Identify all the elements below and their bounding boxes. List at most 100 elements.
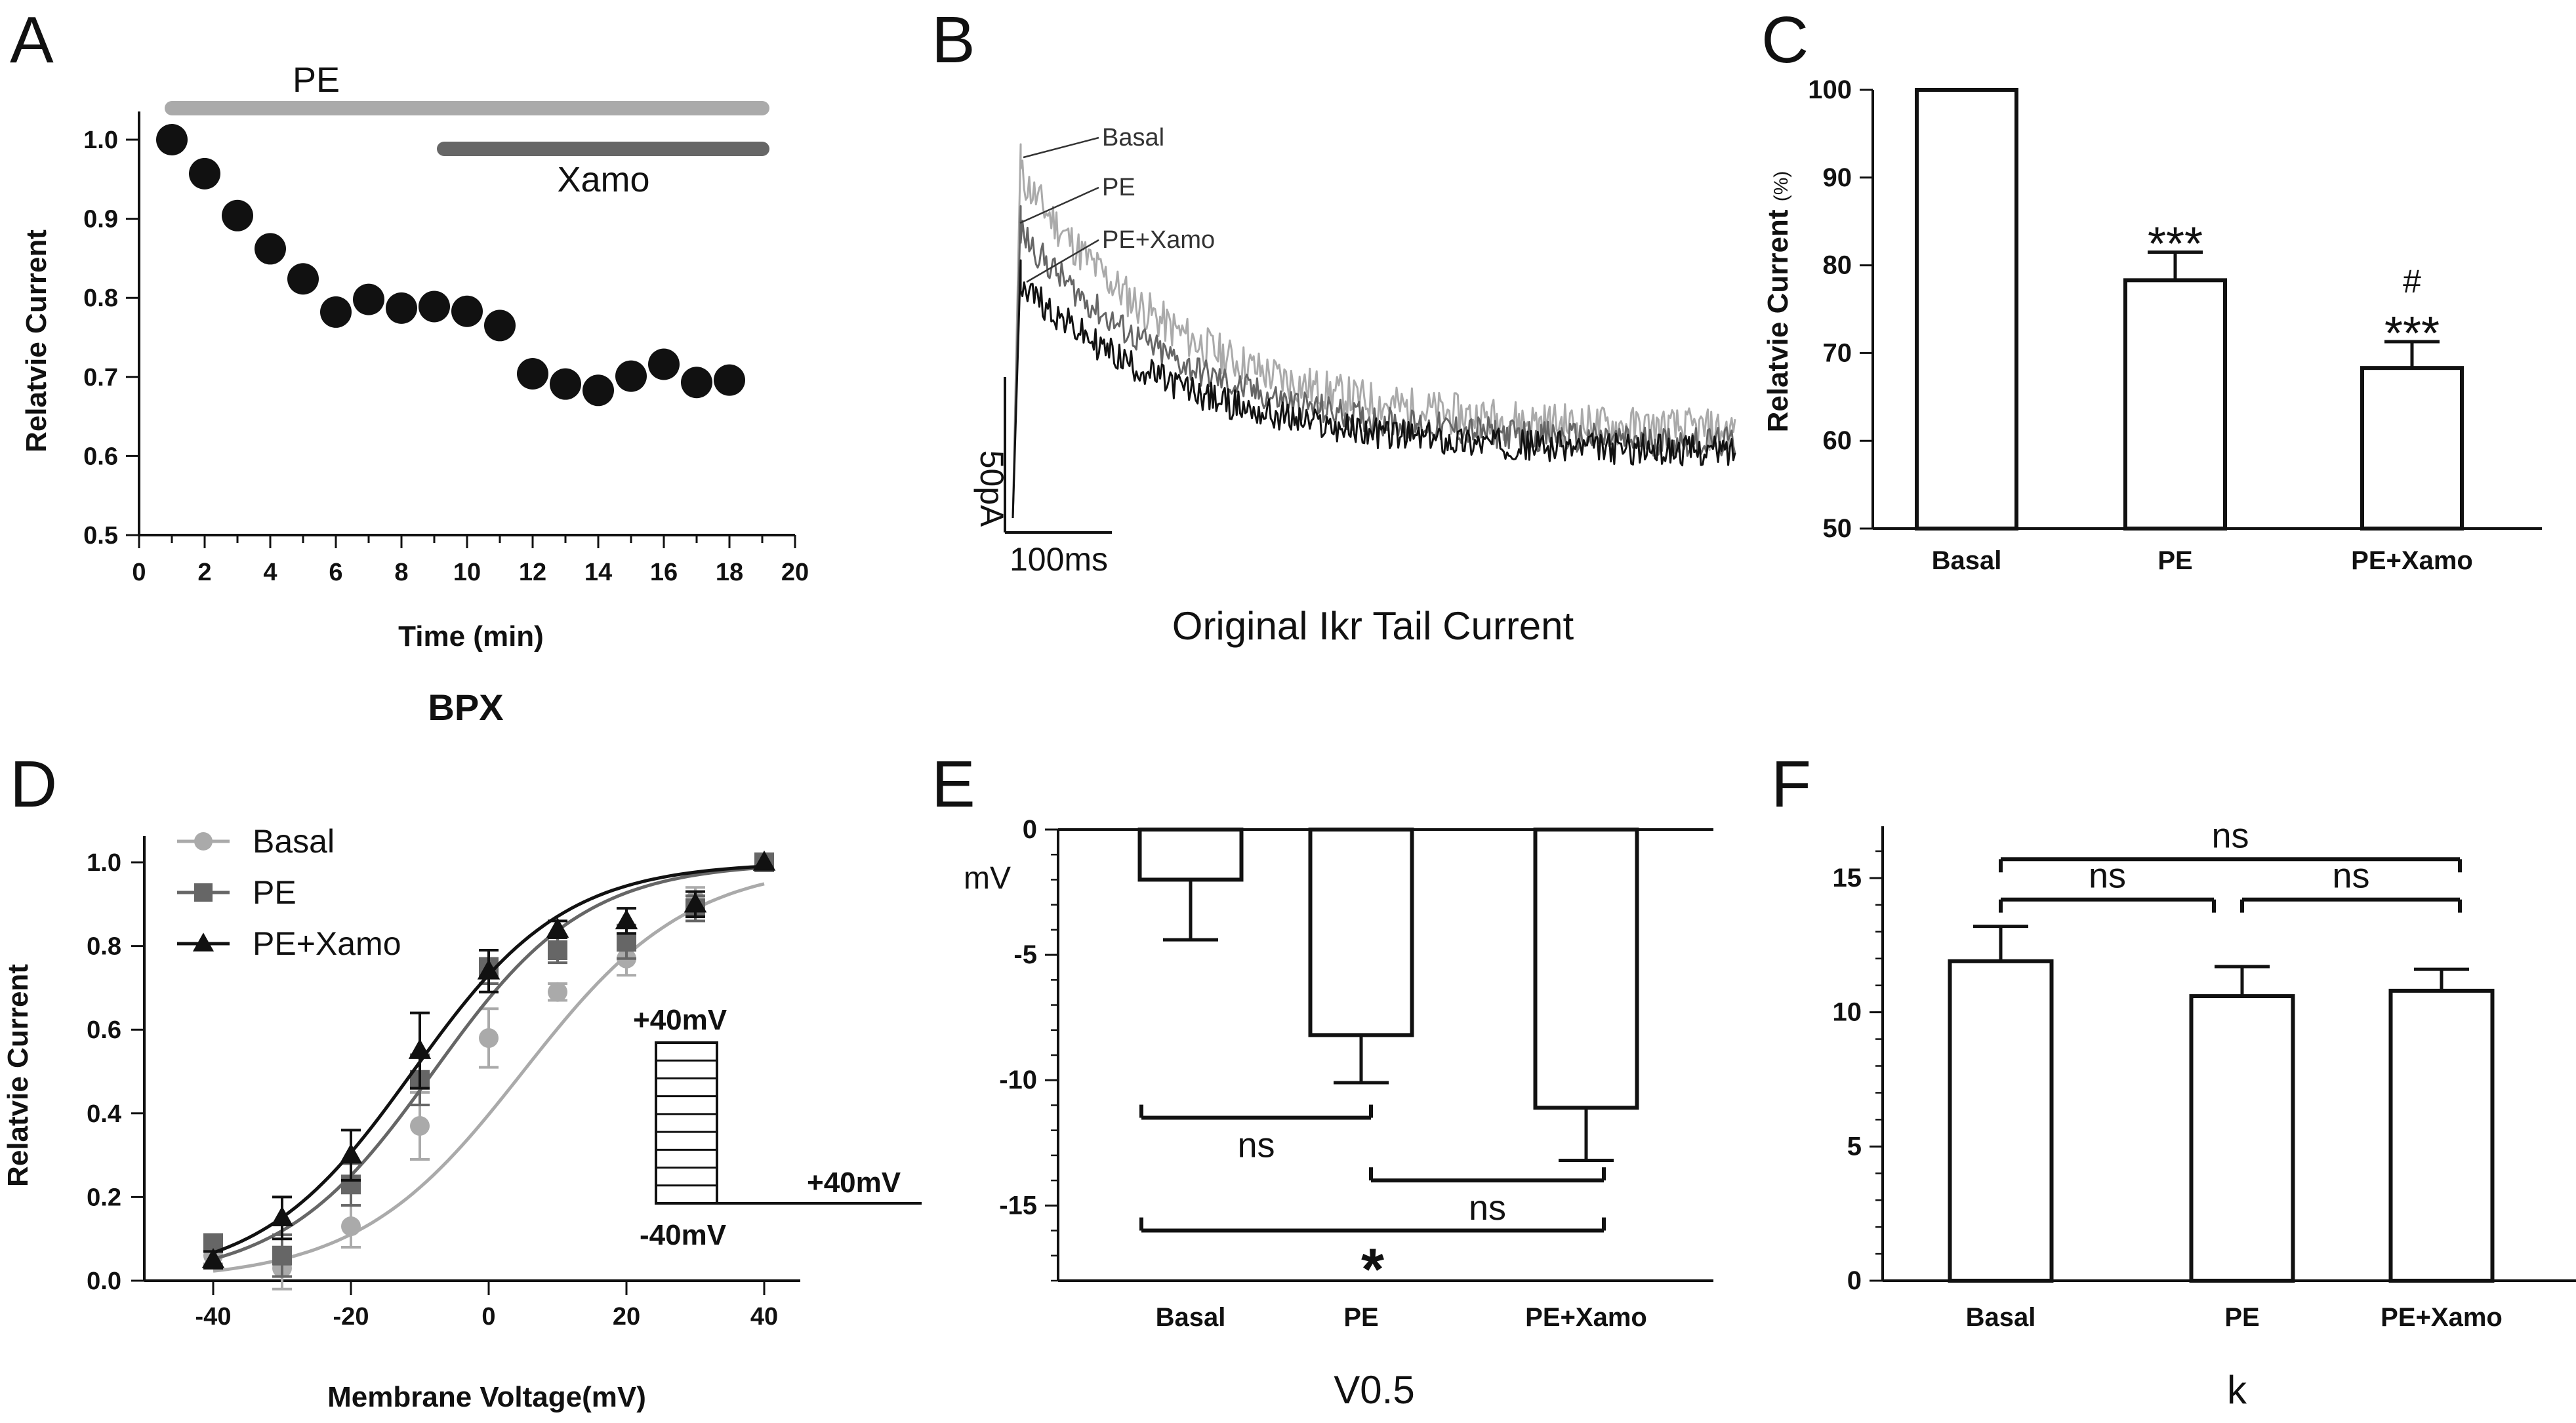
panel-d-y-tick-label: 1.0 bbox=[87, 849, 121, 877]
panel-a-x-tick-label: 16 bbox=[650, 559, 678, 586]
panel-d-y-tick-label: 0.0 bbox=[87, 1268, 121, 1295]
panel-c-y-tick-label: 80 bbox=[1823, 251, 1852, 280]
panel-f-significance-label: ns bbox=[2089, 856, 2126, 896]
panel-d-legend-marker bbox=[192, 932, 215, 952]
panel-a-data-point bbox=[386, 292, 417, 324]
panel-a-y-tick-label: 0.6 bbox=[83, 443, 118, 470]
panel-d-y-tick-label: 0.4 bbox=[87, 1100, 121, 1128]
panel-a-data-point bbox=[156, 124, 188, 155]
panel-a-ylabel: Relatvie Current bbox=[20, 230, 52, 452]
panel-d-protocol-bottom-label: -40mV bbox=[640, 1219, 727, 1251]
panel-b-leader-line bbox=[1026, 239, 1099, 283]
panel-f-label: F bbox=[1771, 748, 1811, 821]
panel-f-significance-label: ns bbox=[2211, 816, 2249, 855]
panel-a-x-tick-label: 14 bbox=[584, 559, 612, 586]
panel-a-data-point bbox=[615, 360, 647, 392]
scale-bar-current-label: 50pA bbox=[973, 451, 1010, 527]
panel-a-y-tick-label: 1.0 bbox=[83, 127, 118, 154]
panel-a-y-tick-label: 0.7 bbox=[83, 364, 118, 391]
panel-d-data-point bbox=[684, 892, 707, 913]
panel-c-bar-pe-xamo bbox=[2360, 366, 2464, 531]
panel-c-bar-pe bbox=[2123, 278, 2227, 531]
panel-d-legend-marker bbox=[194, 883, 213, 902]
panel-d-data-point bbox=[410, 1115, 430, 1136]
panel-d-data-point bbox=[201, 1248, 225, 1268]
panel-e-bar-pe-xamo bbox=[1533, 828, 1639, 1110]
panel-e-significance-label: ns bbox=[1237, 1126, 1275, 1165]
panel-a-x-tick-label: 8 bbox=[394, 559, 408, 586]
panel-e-label: E bbox=[931, 748, 975, 821]
panel-e-bar-basal bbox=[1137, 828, 1244, 882]
panel-d-ylabel: Relatvie Current bbox=[2, 964, 34, 1187]
panel-f-category-label: PE bbox=[2224, 1303, 2259, 1332]
panel-c-y-tick-label: 70 bbox=[1823, 338, 1852, 367]
panel-a-treatment-label-pe: PE bbox=[293, 60, 340, 100]
panel-a-x-tick-label: 6 bbox=[329, 559, 342, 586]
panel-f-bar-pe-xamo bbox=[2388, 988, 2495, 1283]
panel-f-bar-pe bbox=[2189, 994, 2295, 1283]
panel-a: A Time (min) Relatvie Current BPX 0 2 4 6 8 1… bbox=[10, 3, 809, 728]
panel-f: F k 0 5 10 15 Basal PE PE+Xamo ns ns ns bbox=[1771, 748, 2576, 1412]
panel-b-leader-line bbox=[1019, 186, 1099, 224]
panel-e-category-label: PE bbox=[1343, 1303, 1378, 1332]
panel-d-x-tick-label: -40 bbox=[195, 1303, 232, 1331]
panel-b-label: B bbox=[931, 3, 975, 77]
panel-c-category-label: Basal bbox=[1932, 546, 2002, 575]
panel-c-category-label: PE bbox=[2157, 546, 2192, 575]
panel-b-trace-pe-xamo bbox=[1012, 259, 1736, 519]
panel-a-x-tick-label: 0 bbox=[132, 559, 146, 586]
panel-c-bar-basal bbox=[1915, 88, 2018, 531]
panel-a-data-point bbox=[714, 364, 745, 396]
panel-f-category-label: Basal bbox=[1966, 1303, 2036, 1332]
panel-a-data-point bbox=[222, 199, 253, 231]
panel-d-protocol-box bbox=[655, 1041, 718, 1205]
panel-b: B Original Ikr Tail Current 50pA 100ms B… bbox=[931, 3, 1736, 648]
panel-b-trace-label: PE bbox=[1102, 174, 1135, 201]
panel-d-data-point bbox=[548, 982, 567, 1002]
panel-d-legend-marker bbox=[194, 832, 213, 851]
panel-a-data-point bbox=[451, 295, 483, 327]
panel-d-data-point bbox=[548, 940, 567, 960]
panel-c-y-tick-label: 100 bbox=[1808, 75, 1852, 104]
panel-e-y-tick-label: -5 bbox=[1013, 940, 1037, 969]
panel-d: D Membrane Voltage(mV) Relatvie Current … bbox=[2, 748, 922, 1413]
panel-a-data-point bbox=[255, 233, 286, 265]
panel-b-title: Original Ikr Tail Current bbox=[1172, 604, 1574, 648]
scale-bar-time-label: 100ms bbox=[1010, 541, 1108, 578]
panel-e-category-label: PE+Xamo bbox=[1525, 1303, 1647, 1332]
panel-a-label: A bbox=[10, 3, 54, 77]
panel-a-x-tick-label: 4 bbox=[263, 559, 277, 586]
panel-a-x-tick-label: 12 bbox=[519, 559, 546, 586]
panel-d-y-tick-label: 0.8 bbox=[87, 933, 121, 961]
panel-d-data-point bbox=[341, 1216, 361, 1237]
panel-e-y-tick-label: -15 bbox=[999, 1191, 1037, 1220]
panel-d-y-tick-label: 0.6 bbox=[87, 1016, 121, 1044]
panel-d-x-tick-label: 0 bbox=[481, 1303, 495, 1331]
panel-a-subtitle: BPX bbox=[428, 687, 503, 728]
panel-d-data-point bbox=[615, 909, 638, 930]
panel-f-y-tick-label: 10 bbox=[1833, 998, 1862, 1027]
panel-a-x-tick-label: 10 bbox=[453, 559, 481, 586]
panel-c: C Relatvie Current (%) 50 60 70 80 90 100 Basa… bbox=[1761, 3, 2542, 575]
panel-d-y-tick-label: 0.2 bbox=[87, 1184, 121, 1211]
panel-d-data-point bbox=[477, 959, 501, 980]
panel-d-legend-label: Basal bbox=[253, 823, 335, 860]
panel-f-category-label: PE+Xamo bbox=[2381, 1303, 2503, 1332]
panel-e-significance-label: ns bbox=[1469, 1188, 1506, 1228]
panel-d-legend-label: PE bbox=[253, 874, 296, 911]
panel-d-x-tick-label: 40 bbox=[750, 1303, 778, 1331]
panel-c-ylabel: Relatvie Current (%) bbox=[1762, 171, 1794, 433]
panel-d-data-point bbox=[270, 1206, 294, 1227]
panel-a-data-point bbox=[287, 263, 319, 295]
panel-d-data-point bbox=[479, 1028, 499, 1048]
panel-a-treatment-label-xamo: Xamo bbox=[557, 160, 649, 199]
panel-e: E mV V0.5 0 -5 -10 -15 Basal PE PE+Xamo ns ns * bbox=[931, 748, 1713, 1412]
panel-a-data-point bbox=[419, 291, 450, 323]
panel-d-fit-curve-basal bbox=[213, 882, 765, 1273]
panel-d-fit-curve-pe bbox=[213, 866, 765, 1261]
panel-a-data-point bbox=[648, 348, 680, 380]
panel-a-x-tick-label: 18 bbox=[716, 559, 743, 586]
panel-d-legend-label: PE+Xamo bbox=[253, 925, 401, 962]
panel-c-ylabel-text: Relatvie Current bbox=[1762, 209, 1794, 432]
